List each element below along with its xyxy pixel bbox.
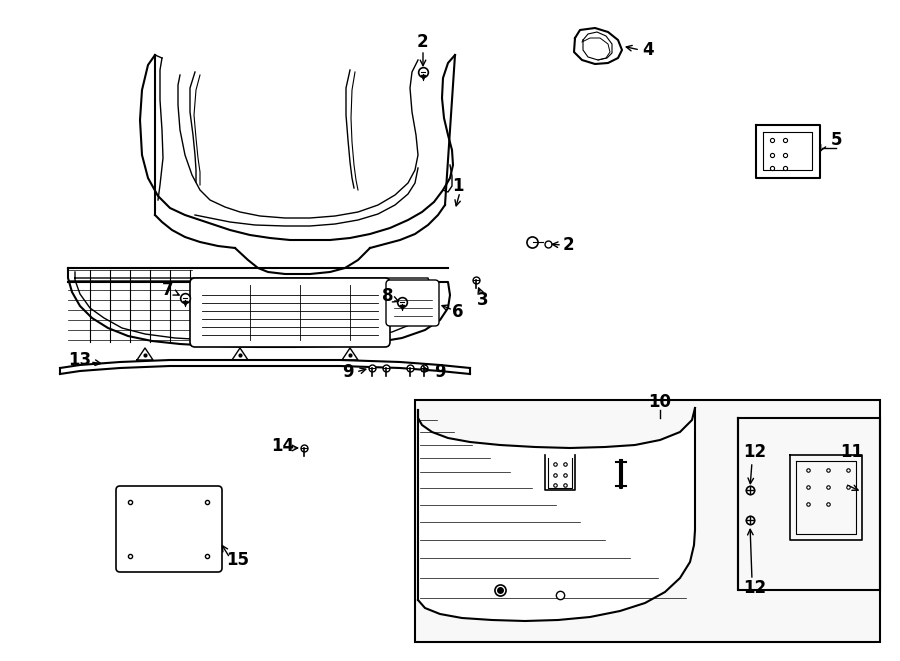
- Text: 2: 2: [416, 33, 428, 51]
- Text: 14: 14: [272, 437, 294, 455]
- Text: 9: 9: [342, 363, 354, 381]
- FancyBboxPatch shape: [386, 280, 439, 326]
- Text: 5: 5: [830, 131, 842, 149]
- Text: 2: 2: [562, 236, 574, 254]
- Text: 3: 3: [477, 291, 489, 309]
- Text: 9: 9: [434, 363, 446, 381]
- Text: 1: 1: [452, 177, 464, 195]
- FancyBboxPatch shape: [116, 486, 222, 572]
- FancyBboxPatch shape: [190, 278, 390, 347]
- Text: 12: 12: [743, 579, 767, 597]
- Text: 8: 8: [382, 287, 394, 305]
- Text: 13: 13: [68, 351, 92, 369]
- Text: 11: 11: [841, 443, 863, 461]
- Text: 4: 4: [643, 41, 653, 59]
- Text: 10: 10: [649, 393, 671, 411]
- Text: 6: 6: [452, 303, 464, 321]
- FancyBboxPatch shape: [415, 400, 880, 642]
- Text: 15: 15: [227, 551, 249, 569]
- Text: 7: 7: [162, 281, 174, 299]
- Text: 12: 12: [743, 443, 767, 461]
- Polygon shape: [418, 408, 695, 621]
